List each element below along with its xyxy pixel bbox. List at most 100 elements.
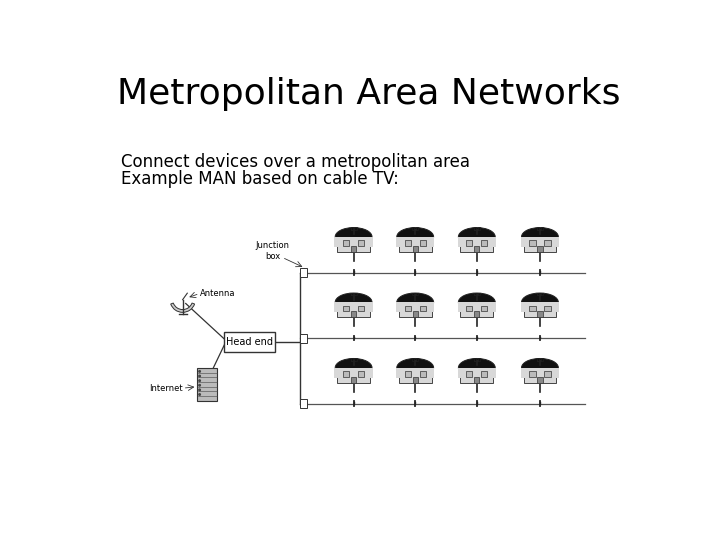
- Bar: [466, 372, 472, 376]
- Ellipse shape: [336, 293, 372, 312]
- Bar: [420, 306, 426, 311]
- Bar: [477, 227, 480, 230]
- Bar: [460, 302, 493, 317]
- Bar: [197, 368, 217, 401]
- Ellipse shape: [336, 359, 372, 377]
- Circle shape: [199, 375, 200, 377]
- Bar: [358, 372, 364, 376]
- Wedge shape: [171, 303, 194, 312]
- Bar: [416, 359, 418, 361]
- Bar: [334, 368, 373, 377]
- Bar: [523, 237, 557, 252]
- Bar: [399, 368, 431, 382]
- Bar: [413, 246, 418, 252]
- Bar: [405, 240, 411, 246]
- Bar: [412, 359, 415, 361]
- Bar: [544, 240, 551, 246]
- Bar: [474, 359, 476, 361]
- Bar: [521, 237, 559, 247]
- Bar: [300, 399, 307, 408]
- Circle shape: [199, 384, 200, 386]
- Bar: [396, 368, 434, 377]
- Bar: [351, 312, 356, 317]
- Bar: [354, 227, 356, 230]
- Bar: [413, 312, 418, 317]
- Bar: [396, 302, 434, 312]
- Circle shape: [199, 394, 200, 395]
- Bar: [413, 377, 418, 382]
- Bar: [416, 293, 418, 295]
- Text: Connect devices over a metropolitan area: Connect devices over a metropolitan area: [121, 153, 470, 171]
- Bar: [537, 293, 539, 295]
- Bar: [466, 306, 472, 311]
- Ellipse shape: [521, 227, 558, 246]
- Bar: [541, 293, 543, 295]
- Bar: [399, 237, 431, 252]
- Ellipse shape: [336, 227, 372, 246]
- Bar: [343, 306, 349, 311]
- Bar: [537, 359, 539, 361]
- Bar: [343, 240, 349, 246]
- Bar: [354, 293, 356, 295]
- Text: Antenna: Antenna: [199, 289, 235, 298]
- Bar: [351, 359, 353, 361]
- Bar: [537, 312, 543, 317]
- Ellipse shape: [459, 293, 495, 312]
- Bar: [529, 306, 536, 311]
- Bar: [416, 227, 418, 230]
- Bar: [521, 368, 559, 377]
- Bar: [523, 368, 557, 382]
- Bar: [523, 302, 557, 317]
- Bar: [481, 306, 487, 311]
- Bar: [405, 372, 411, 376]
- Bar: [477, 293, 480, 295]
- Bar: [458, 368, 496, 377]
- Bar: [412, 293, 415, 295]
- Text: Head end: Head end: [226, 337, 273, 347]
- Bar: [412, 227, 415, 230]
- Bar: [334, 302, 373, 312]
- Bar: [343, 372, 349, 376]
- Bar: [537, 377, 543, 382]
- Bar: [458, 302, 496, 312]
- Bar: [351, 227, 353, 230]
- Ellipse shape: [459, 359, 495, 377]
- Bar: [337, 237, 370, 252]
- Bar: [466, 240, 472, 246]
- Bar: [420, 240, 426, 246]
- Ellipse shape: [459, 227, 495, 246]
- Bar: [337, 368, 370, 382]
- Ellipse shape: [397, 293, 433, 312]
- Bar: [458, 237, 496, 247]
- Bar: [396, 237, 434, 247]
- Circle shape: [199, 370, 200, 372]
- Bar: [300, 268, 307, 278]
- Bar: [405, 306, 411, 311]
- Text: Example MAN based on cable TV:: Example MAN based on cable TV:: [121, 170, 399, 187]
- Bar: [460, 368, 493, 382]
- Ellipse shape: [397, 359, 433, 377]
- Bar: [300, 334, 307, 343]
- Bar: [474, 227, 476, 230]
- Bar: [477, 359, 480, 361]
- Bar: [334, 237, 373, 247]
- Bar: [537, 227, 539, 230]
- Ellipse shape: [397, 227, 433, 246]
- Bar: [354, 359, 356, 361]
- Bar: [541, 359, 543, 361]
- Bar: [351, 377, 356, 382]
- Bar: [481, 372, 487, 376]
- Text: Metropolitan Area Networks: Metropolitan Area Networks: [117, 77, 621, 111]
- Bar: [541, 227, 543, 230]
- Bar: [351, 293, 353, 295]
- Bar: [544, 306, 551, 311]
- Bar: [474, 377, 480, 382]
- Ellipse shape: [521, 293, 558, 312]
- Bar: [224, 332, 275, 352]
- Bar: [481, 240, 487, 246]
- Text: Junction
box: Junction box: [256, 241, 289, 261]
- Bar: [521, 302, 559, 312]
- Bar: [474, 293, 476, 295]
- Bar: [474, 246, 480, 252]
- Circle shape: [199, 389, 200, 390]
